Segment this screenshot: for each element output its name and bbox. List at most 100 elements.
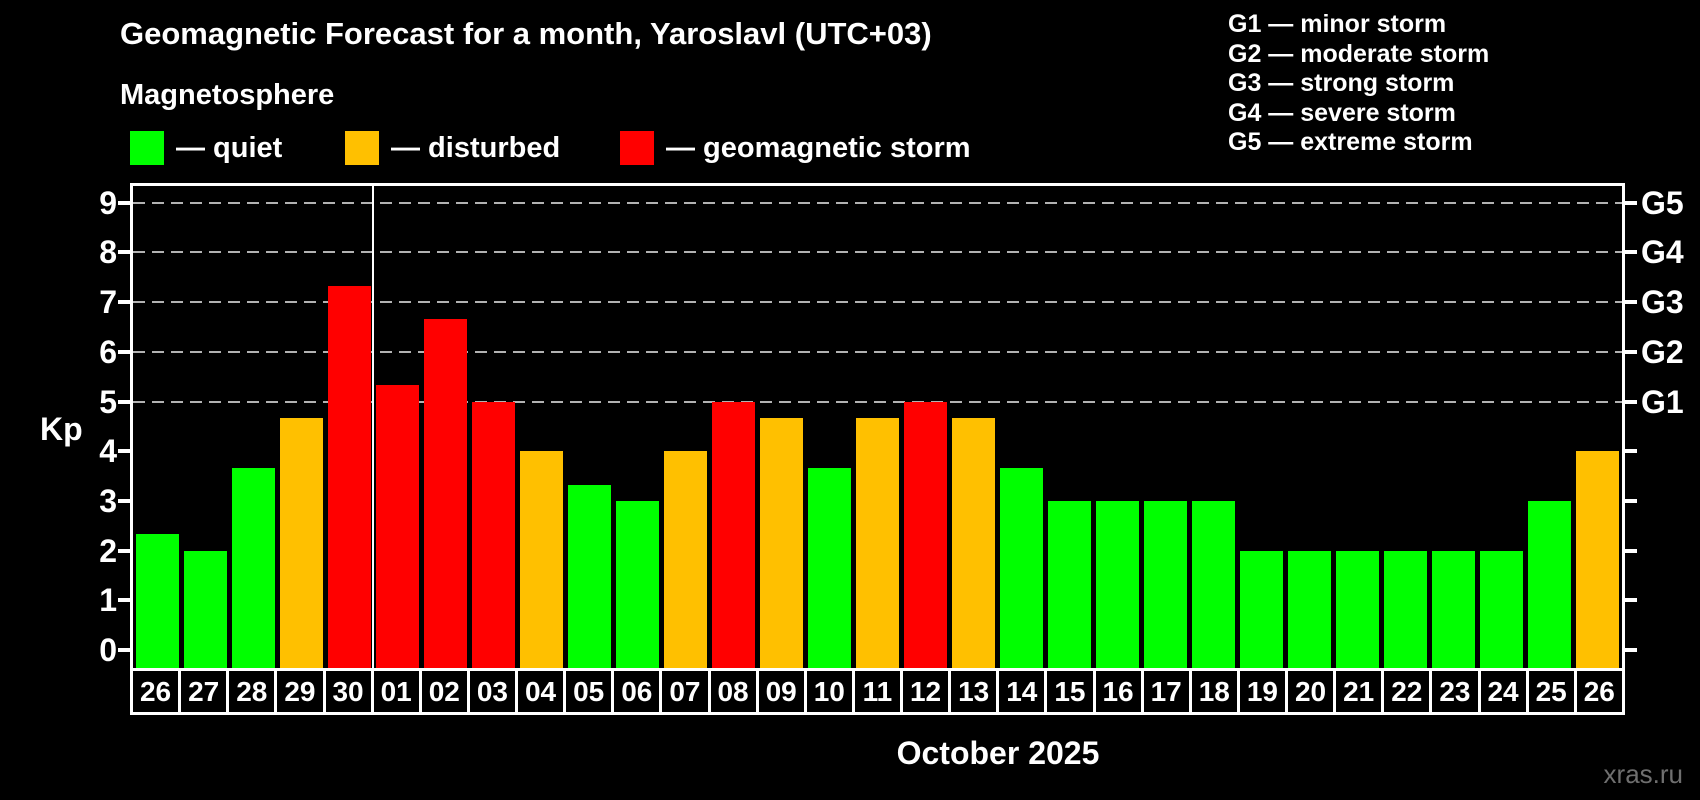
day-label-30: 30 bbox=[326, 671, 374, 712]
day-label-11: 11 bbox=[855, 671, 903, 712]
kp-bar-day-16 bbox=[1096, 500, 1140, 668]
g-axis-label-G4: G4 bbox=[1641, 234, 1684, 271]
legend-swatch-quiet bbox=[130, 131, 164, 165]
y-tick-label-6: 6 bbox=[99, 333, 117, 370]
left-axis-tick-0 bbox=[118, 648, 130, 652]
day-label-13: 13 bbox=[951, 671, 1000, 712]
kp-bar-day-17 bbox=[1144, 500, 1188, 668]
day-label-24: 24 bbox=[1481, 671, 1529, 712]
kp-bar-day-02 bbox=[423, 318, 467, 668]
day-label-18: 18 bbox=[1192, 671, 1240, 712]
y-tick-label-5: 5 bbox=[99, 383, 117, 420]
y-tick-label-3: 3 bbox=[99, 482, 117, 519]
y-tick-label-8: 8 bbox=[99, 234, 117, 271]
kp-bar-day-25 bbox=[1528, 500, 1572, 668]
day-label-06: 06 bbox=[614, 671, 663, 712]
gridline-kp5 bbox=[133, 400, 1622, 403]
kp-bar-day-14 bbox=[1000, 467, 1044, 668]
right-axis-tick-9 bbox=[1625, 200, 1637, 205]
day-label-03: 03 bbox=[470, 671, 518, 712]
right-axis-tick-1 bbox=[1625, 598, 1637, 603]
kp-bar-day-05 bbox=[567, 484, 611, 668]
day-label-07: 07 bbox=[662, 671, 711, 712]
day-label-21: 21 bbox=[1336, 671, 1385, 712]
day-label-12: 12 bbox=[903, 671, 952, 712]
left-axis-tick-2 bbox=[118, 548, 130, 553]
gridline-kp9 bbox=[133, 201, 1622, 204]
g-legend-line: G4 — severe storm bbox=[1228, 98, 1456, 127]
day-label-09: 09 bbox=[759, 671, 807, 712]
right-axis-tick-8 bbox=[1625, 250, 1637, 255]
kp-bar-day-23 bbox=[1432, 550, 1476, 668]
g-scale-legend: G1 — minor storm G2 — moderate storm G3 … bbox=[1228, 10, 1489, 158]
day-label-23: 23 bbox=[1432, 671, 1481, 712]
y-axis-title: Kp bbox=[40, 411, 83, 447]
right-axis-tick-3 bbox=[1625, 498, 1637, 503]
right-axis-tick-7 bbox=[1625, 300, 1637, 305]
plot-area bbox=[130, 183, 1625, 668]
day-label-20: 20 bbox=[1288, 671, 1337, 712]
watermark: xras.ru bbox=[1603, 759, 1683, 789]
day-label-15: 15 bbox=[1047, 671, 1096, 712]
day-label-26: 26 bbox=[1583, 676, 1615, 707]
gridline-kp8 bbox=[133, 251, 1622, 254]
legend-swatch-disturbed bbox=[345, 131, 379, 165]
y-tick-label-2: 2 bbox=[99, 532, 117, 569]
chart-title: Geomagnetic Forecast for a month, Yarosl… bbox=[120, 16, 932, 51]
day-label-08: 08 bbox=[711, 671, 759, 712]
g-legend-line: G3 — strong storm bbox=[1228, 69, 1455, 98]
right-axis-tick-2 bbox=[1625, 548, 1637, 553]
left-axis-tick-7 bbox=[118, 300, 130, 305]
kp-bar-day-26 bbox=[135, 534, 179, 668]
left-axis-tick-6 bbox=[118, 349, 130, 354]
day-label-22: 22 bbox=[1384, 671, 1433, 712]
left-axis-tick-1 bbox=[118, 598, 130, 603]
kp-bar-day-27 bbox=[183, 550, 227, 668]
kp-bar-day-07 bbox=[663, 451, 707, 668]
chart-subtitle: Magnetosphere bbox=[120, 79, 335, 111]
gridline-kp6 bbox=[133, 350, 1622, 353]
y-tick-label-7: 7 bbox=[99, 284, 117, 321]
kp-bar-day-10 bbox=[807, 467, 851, 668]
kp-bar-day-29 bbox=[279, 417, 323, 668]
g-axis-label-G3: G3 bbox=[1641, 284, 1684, 321]
kp-bar-day-09 bbox=[759, 417, 803, 668]
day-label-29: 29 bbox=[277, 671, 326, 712]
kp-bar-day-30 bbox=[327, 285, 371, 668]
kp-bar-day-28 bbox=[231, 467, 275, 668]
g-legend-line: G5 — extreme storm bbox=[1228, 128, 1473, 157]
kp-bar-day-26 bbox=[1576, 451, 1620, 668]
right-axis-tick-6 bbox=[1625, 349, 1637, 354]
y-tick-label-1: 1 bbox=[99, 582, 117, 619]
kp-bar-day-18 bbox=[1192, 500, 1236, 668]
day-label-27: 27 bbox=[181, 671, 230, 712]
g-legend-line: G2 — moderate storm bbox=[1228, 39, 1490, 68]
kp-bar-day-20 bbox=[1288, 550, 1332, 668]
kp-bar-day-19 bbox=[1240, 550, 1284, 668]
g-axis-label-G1: G1 bbox=[1641, 383, 1684, 420]
legend-swatch-storm bbox=[620, 131, 654, 165]
g-axis-label-G2: G2 bbox=[1641, 333, 1684, 370]
left-axis-tick-5 bbox=[118, 399, 130, 404]
legend-label-quiet: — quiet bbox=[176, 132, 283, 164]
month-boundary-line bbox=[371, 186, 375, 668]
day-label-19: 19 bbox=[1240, 671, 1288, 712]
left-axis-tick-4 bbox=[118, 449, 130, 454]
day-label-10: 10 bbox=[807, 671, 855, 712]
day-label-16: 16 bbox=[1096, 671, 1144, 712]
right-axis-tick-4 bbox=[1625, 449, 1637, 454]
legend-label-disturbed: — disturbed bbox=[391, 132, 561, 164]
right-axis-tick-5 bbox=[1625, 399, 1637, 404]
day-label-01: 01 bbox=[374, 671, 422, 712]
legend-label-storm: — geomagnetic storm bbox=[666, 132, 971, 164]
y-tick-label-9: 9 bbox=[99, 184, 117, 221]
kp-bar-day-11 bbox=[856, 417, 899, 668]
day-label-25: 25 bbox=[1529, 671, 1577, 712]
day-label-17: 17 bbox=[1144, 671, 1192, 712]
kp-bar-day-22 bbox=[1384, 550, 1428, 668]
x-axis-day-labels: 26 27 28 29 30 01 02 03 04 05 06 07 08 09 10 11 12 13 14 15… bbox=[130, 668, 1625, 715]
right-axis-tick-0 bbox=[1625, 648, 1637, 652]
kp-bar-day-13 bbox=[952, 417, 996, 668]
left-axis-tick-8 bbox=[118, 250, 130, 255]
